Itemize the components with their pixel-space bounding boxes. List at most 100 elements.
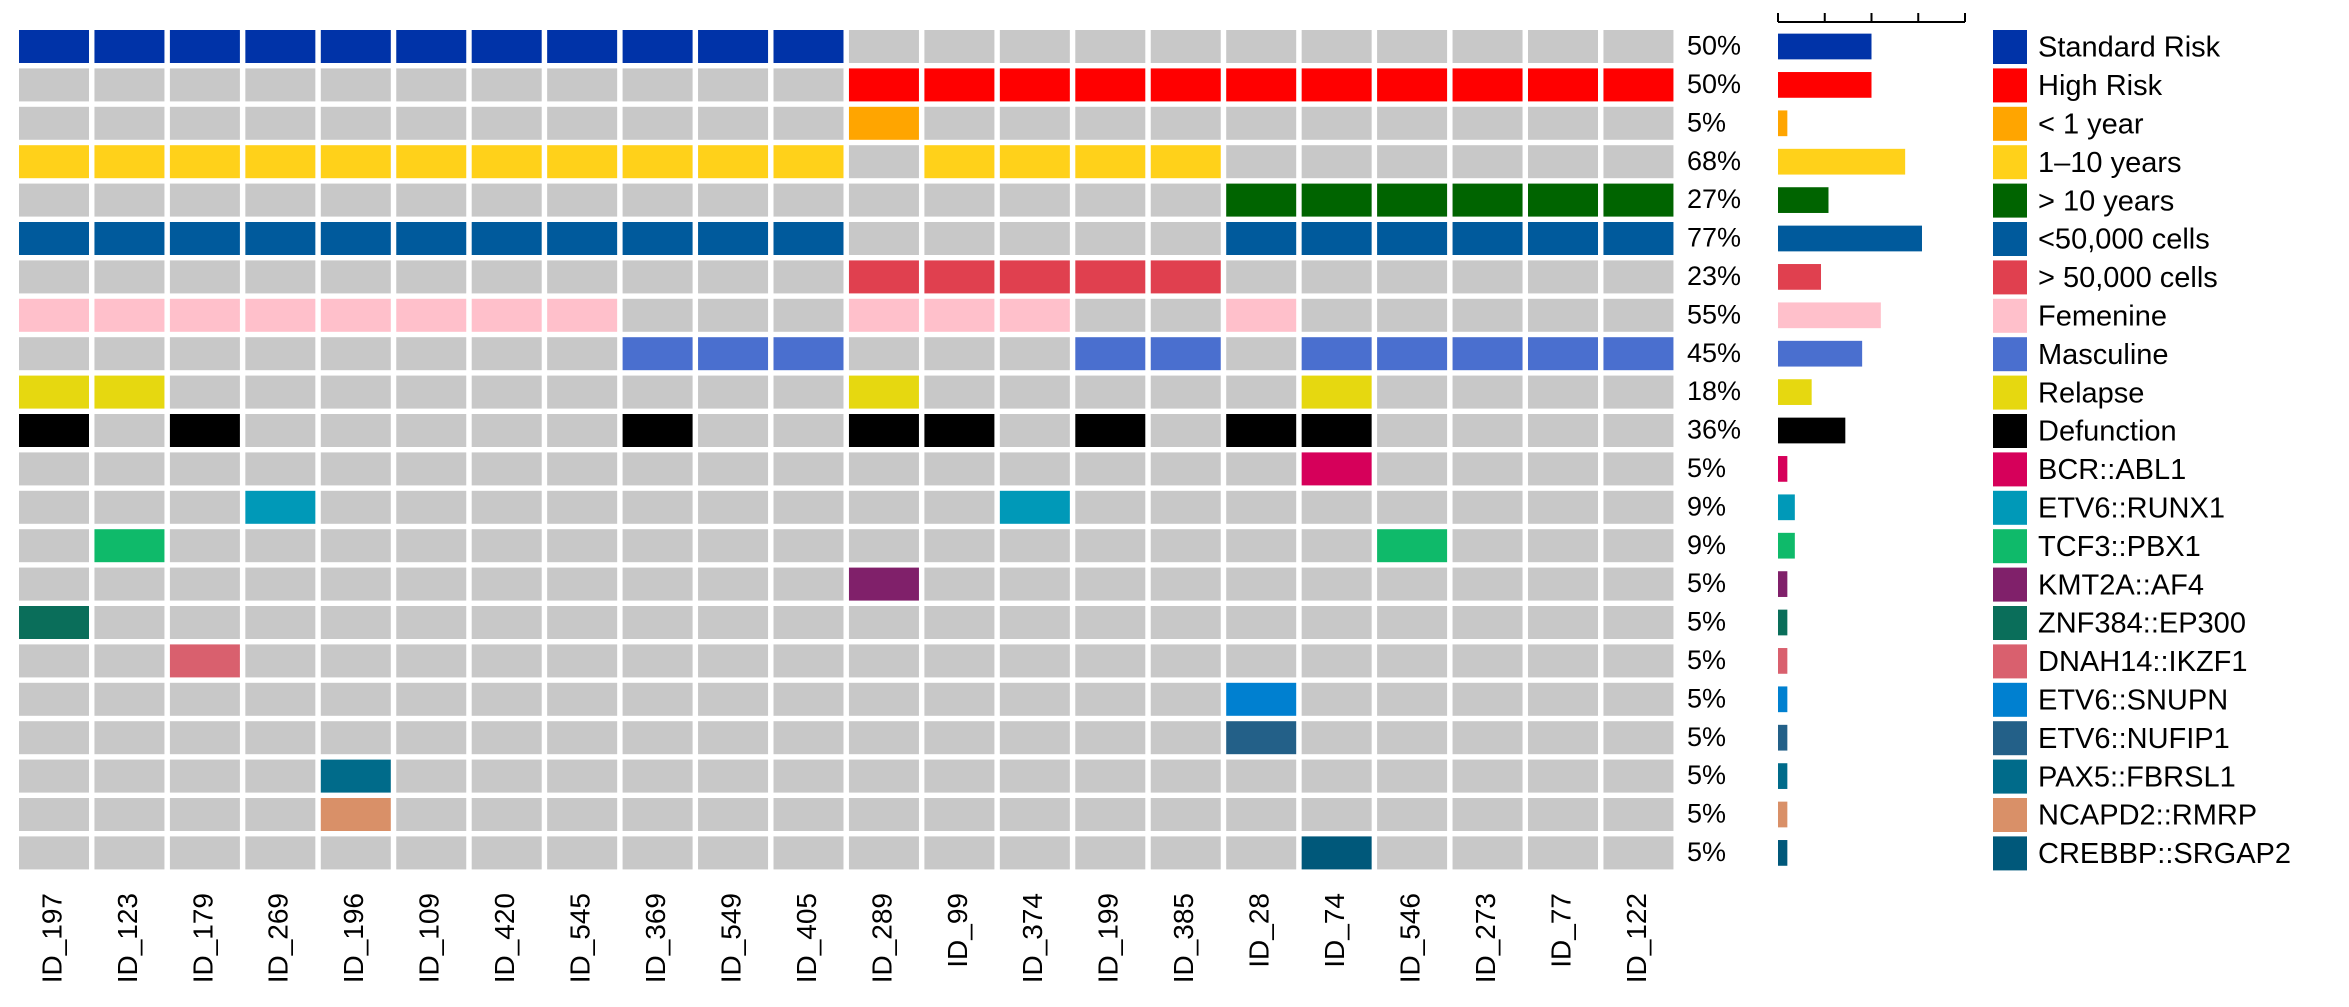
- cell-tcf3-pbx1-id-374: [999, 529, 1070, 563]
- cell-etv6-snupn-id-420: [471, 682, 542, 716]
- cell-etv6-runx1-id-273: [1452, 490, 1523, 524]
- cell-pax5-fbrsl1-id-405: [773, 759, 844, 793]
- cell-znf384-ep300-id-109: [396, 606, 467, 639]
- frequency-bar-etv6-nufip1: [1778, 724, 1788, 751]
- cell-50-000-cells-id-123: [94, 222, 165, 255]
- cell-10-years-id-369: [622, 183, 693, 217]
- cell-high-risk-id-385: [1150, 68, 1221, 102]
- cell-relapse-id-122: [1603, 375, 1674, 409]
- cell-tcf3-pbx1-id-28: [1226, 529, 1297, 563]
- sample-label-id-385: ID_385: [1168, 893, 1199, 983]
- frequency-bar-10-years: [1778, 187, 1829, 213]
- legend-swatch-kmt2a-af4: [1993, 567, 2027, 602]
- cell-etv6-snupn-id-369: [622, 682, 693, 716]
- legend-label-10-years: > 10 years: [2038, 185, 2174, 217]
- cell-bcr-abl1-id-369: [622, 452, 693, 486]
- cell-50-000-cells-id-546: [1377, 260, 1448, 294]
- cell-relapse-id-549: [698, 375, 769, 409]
- cell-etv6-nufip1-id-99: [924, 721, 995, 755]
- cell-crebbp-srgap2-id-179: [169, 836, 240, 870]
- cell-ncapd2-rmrp-id-197: [19, 798, 89, 831]
- legend-swatch-etv6-nufip1: [1993, 721, 2027, 756]
- cell-50-000-cells-id-405: [773, 222, 844, 255]
- sample-label-id-179: ID_179: [187, 893, 218, 983]
- cell-ncapd2-rmrp-id-289: [848, 798, 919, 831]
- frequency-bars: [1778, 33, 1922, 866]
- cell-standard-risk-id-196: [320, 30, 391, 63]
- cell-pax5-fbrsl1-id-122: [1603, 759, 1674, 793]
- frequency-bar-crebbp-srgap2: [1778, 840, 1788, 866]
- cell-1-10-years-id-420: [471, 145, 542, 179]
- percent-label-10-years: 27%: [1687, 184, 1741, 214]
- cell-etv6-snupn-id-109: [396, 682, 467, 716]
- cell-bcr-abl1-id-289: [848, 452, 919, 486]
- frequency-bar-kmt2a-af4: [1778, 571, 1788, 597]
- legend-swatch-ncapd2-rmrp: [1993, 798, 2027, 832]
- cell-masculine-id-123: [94, 337, 165, 371]
- cell-etv6-nufip1-id-269: [245, 721, 316, 755]
- cell-50-000-cells-id-196: [320, 260, 391, 294]
- cell-ncapd2-rmrp-id-374: [999, 798, 1070, 831]
- legend-swatch-etv6-runx1: [1993, 490, 2027, 525]
- cell-etv6-snupn-id-99: [924, 682, 995, 716]
- cell-znf384-ep300-id-273: [1452, 606, 1523, 639]
- cell-50-000-cells-id-289: [848, 260, 919, 294]
- cell-defunction-id-369: [622, 414, 693, 447]
- cell-1-year-id-99: [924, 106, 995, 140]
- cell-bcr-abl1-id-420: [471, 452, 542, 486]
- frequency-bar-masculine: [1778, 340, 1863, 367]
- cell-kmt2a-af4-id-405: [773, 567, 844, 601]
- cell-high-risk-id-420: [471, 68, 542, 102]
- cell-tcf3-pbx1-id-122: [1603, 529, 1674, 563]
- sample-label-id-199: ID_199: [1093, 893, 1124, 983]
- cell-etv6-nufip1-id-74: [1301, 721, 1372, 755]
- cell-50-000-cells-id-405: [773, 260, 844, 294]
- cell-relapse-id-405: [773, 375, 844, 409]
- cell-etv6-snupn-id-199: [1075, 682, 1146, 716]
- cell-defunction-id-545: [547, 414, 618, 447]
- cell-standard-risk-id-77: [1528, 30, 1598, 63]
- frequency-bar-etv6-snupn: [1778, 686, 1788, 713]
- legend-label-50-000-cells: > 50,000 cells: [2038, 262, 2218, 294]
- cell-defunction-id-179: [169, 414, 240, 447]
- cell-crebbp-srgap2-id-269: [245, 836, 316, 870]
- cell-etv6-runx1-id-546: [1377, 490, 1448, 524]
- cell-1-year-id-122: [1603, 106, 1674, 140]
- legend-swatch-1-year: [1993, 106, 2027, 141]
- cell-50-000-cells-id-109: [396, 222, 467, 255]
- cell-50-000-cells-id-385: [1150, 260, 1221, 294]
- legend-swatch-masculine: [1993, 337, 2027, 372]
- cell-bcr-abl1-id-197: [19, 452, 89, 486]
- cell-znf384-ep300-id-99: [924, 606, 995, 639]
- legend-label-1-10-years: 1–10 years: [2038, 147, 2182, 179]
- legend-swatch-dnah14-ikzf1: [1993, 644, 2027, 679]
- cell-tcf3-pbx1-id-269: [245, 529, 316, 563]
- percent-label-bcr-abl1: 5%: [1687, 453, 1726, 483]
- cell-ncapd2-rmrp-id-199: [1075, 798, 1146, 831]
- cell-etv6-snupn-id-289: [848, 682, 919, 716]
- cell-dnah14-ikzf1-id-199: [1075, 644, 1146, 678]
- sample-label-id-196: ID_196: [338, 893, 369, 983]
- cell-50-000-cells-id-28: [1226, 260, 1297, 294]
- cell-etv6-runx1-id-99: [924, 490, 995, 524]
- cell-femenine-id-289: [848, 298, 919, 332]
- cell-ncapd2-rmrp-id-77: [1528, 798, 1598, 831]
- cell-crebbp-srgap2-id-123: [94, 836, 165, 870]
- cell-ncapd2-rmrp-id-179: [169, 798, 240, 831]
- cell-1-10-years-id-405: [773, 145, 844, 179]
- cell-crebbp-srgap2-id-369: [622, 836, 693, 870]
- legend-label-crebbp-srgap2: CREBBP::SRGAP2: [2038, 838, 2291, 870]
- cell-tcf3-pbx1-id-420: [471, 529, 542, 563]
- cell-dnah14-ikzf1-id-273: [1452, 644, 1523, 678]
- cell-pax5-fbrsl1-id-269: [245, 759, 316, 793]
- cell-relapse-id-123: [94, 375, 165, 409]
- cell-masculine-id-289: [848, 337, 919, 371]
- sample-label-id-197: ID_197: [36, 893, 67, 983]
- cell-bcr-abl1-id-179: [169, 452, 240, 486]
- cell-etv6-snupn-id-197: [19, 682, 89, 716]
- cell-standard-risk-id-99: [924, 30, 995, 63]
- sample-label-id-546: ID_546: [1394, 893, 1425, 983]
- cell-crebbp-srgap2-id-385: [1150, 836, 1221, 870]
- cell-high-risk-id-123: [94, 68, 165, 102]
- cell-dnah14-ikzf1-id-28: [1226, 644, 1297, 678]
